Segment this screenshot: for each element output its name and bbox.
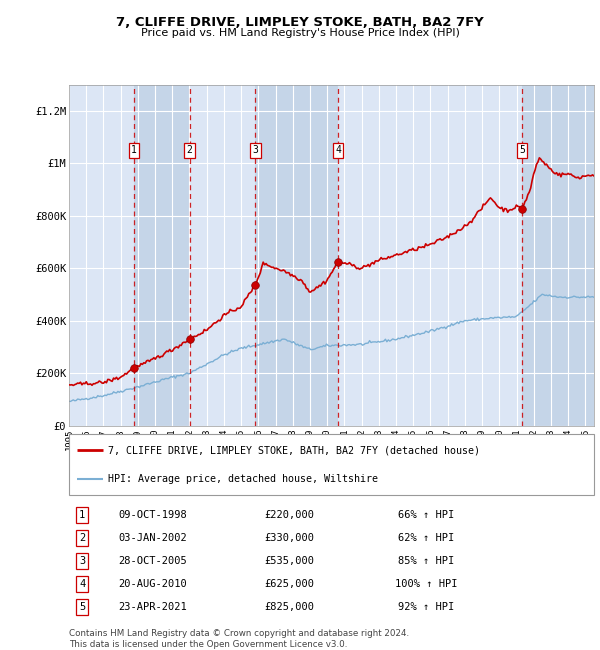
Text: 7, CLIFFE DRIVE, LIMPLEY STOKE, BATH, BA2 7FY: 7, CLIFFE DRIVE, LIMPLEY STOKE, BATH, BA… — [116, 16, 484, 29]
Text: Price paid vs. HM Land Registry's House Price Index (HPI): Price paid vs. HM Land Registry's House … — [140, 28, 460, 38]
Text: 3: 3 — [253, 145, 258, 155]
Text: 23-APR-2021: 23-APR-2021 — [119, 603, 187, 612]
Text: This data is licensed under the Open Government Licence v3.0.: This data is licensed under the Open Gov… — [69, 640, 347, 649]
Text: £535,000: £535,000 — [265, 556, 314, 566]
Bar — [338, 84, 522, 426]
FancyBboxPatch shape — [69, 434, 594, 495]
Text: 5: 5 — [79, 603, 85, 612]
Text: 1: 1 — [79, 510, 85, 519]
Text: £825,000: £825,000 — [265, 603, 314, 612]
Text: 4: 4 — [79, 579, 85, 589]
Text: 85% ↑ HPI: 85% ↑ HPI — [398, 556, 454, 566]
Text: HPI: Average price, detached house, Wiltshire: HPI: Average price, detached house, Wilt… — [109, 474, 379, 484]
Text: 3: 3 — [79, 556, 85, 566]
Text: 5: 5 — [519, 145, 525, 155]
Text: 7, CLIFFE DRIVE, LIMPLEY STOKE, BATH, BA2 7FY (detached house): 7, CLIFFE DRIVE, LIMPLEY STOKE, BATH, BA… — [109, 445, 481, 455]
Text: £625,000: £625,000 — [265, 579, 314, 589]
Text: 20-AUG-2010: 20-AUG-2010 — [119, 579, 187, 589]
Text: 03-JAN-2002: 03-JAN-2002 — [119, 533, 187, 543]
Text: 1: 1 — [131, 145, 137, 155]
Text: £220,000: £220,000 — [265, 510, 314, 519]
Bar — [522, 84, 594, 426]
Text: 100% ↑ HPI: 100% ↑ HPI — [395, 579, 457, 589]
Text: 92% ↑ HPI: 92% ↑ HPI — [398, 603, 454, 612]
Text: Contains HM Land Registry data © Crown copyright and database right 2024.: Contains HM Land Registry data © Crown c… — [69, 629, 409, 638]
Text: 62% ↑ HPI: 62% ↑ HPI — [398, 533, 454, 543]
Text: £330,000: £330,000 — [265, 533, 314, 543]
Bar — [69, 84, 134, 426]
Bar — [134, 84, 190, 426]
Text: 09-OCT-1998: 09-OCT-1998 — [119, 510, 187, 519]
Text: 2: 2 — [187, 145, 193, 155]
Text: 66% ↑ HPI: 66% ↑ HPI — [398, 510, 454, 519]
Bar — [190, 84, 255, 426]
Text: 28-OCT-2005: 28-OCT-2005 — [119, 556, 187, 566]
Text: 2: 2 — [79, 533, 85, 543]
Bar — [255, 84, 338, 426]
Text: 4: 4 — [335, 145, 341, 155]
